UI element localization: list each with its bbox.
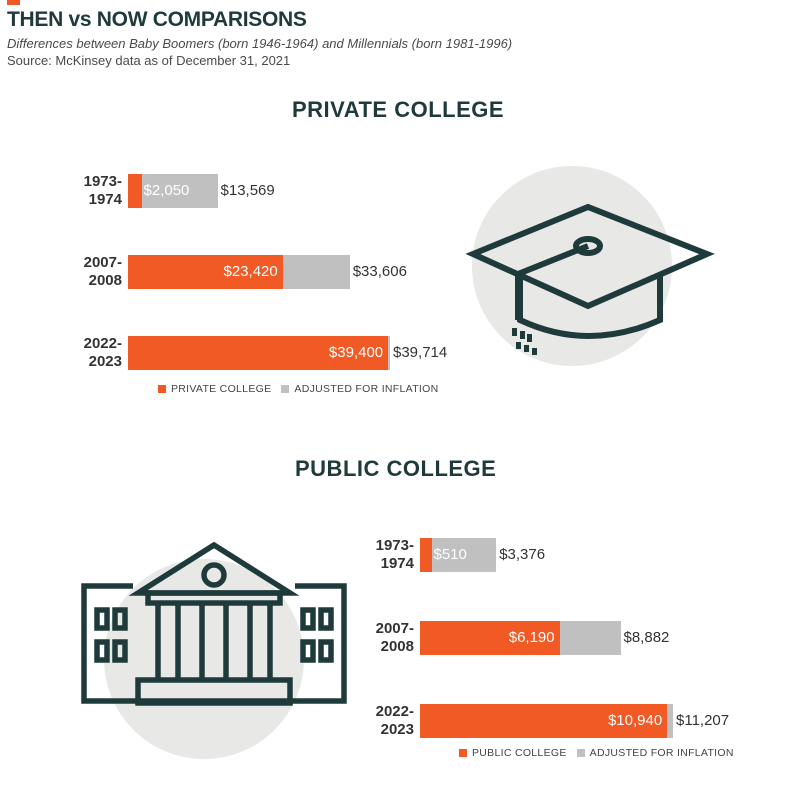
row-label-line: 1973- xyxy=(375,537,414,554)
college-cost-label: $23,420 xyxy=(223,263,278,280)
adjusted-value-label: $11,207 xyxy=(676,712,730,729)
legend-swatch-public xyxy=(459,749,467,757)
public-legend: PUBLIC COLLEGE ADJUSTED FOR INFLATION xyxy=(459,747,744,759)
row-label-line: 2008 xyxy=(380,638,414,655)
row-label-line: 2007- xyxy=(83,254,122,271)
legend-label-adjusted: ADJUSTED FOR INFLATION xyxy=(294,383,439,395)
college-cost-bar xyxy=(128,174,142,208)
row-label: 2022- 2023 xyxy=(354,703,414,739)
college-cost-label: $6,190 xyxy=(508,629,555,646)
private-legend: PRIVATE COLLEGE ADJUSTED FOR INFLATION xyxy=(158,383,448,395)
adjusted-bar xyxy=(420,538,497,572)
row-label: 2007- 2008 xyxy=(62,254,122,290)
public-college-title: PUBLIC COLLEGE xyxy=(295,456,497,481)
legend-item-private: PRIVATE COLLEGE xyxy=(158,383,271,395)
row-label-line: 2007- xyxy=(375,620,414,637)
legend-item-adjusted: ADJUSTED FOR INFLATION xyxy=(576,747,734,759)
college-building-icon xyxy=(81,541,347,706)
legend-label-private: PRIVATE COLLEGE xyxy=(171,383,272,395)
legend-item-adjusted: ADJUSTED FOR INFLATION xyxy=(281,383,438,395)
page-title: THEN vs NOW COMPARISONS xyxy=(7,8,307,31)
adjusted-value-label: $13,569 xyxy=(220,182,275,199)
college-cost-bar xyxy=(128,336,388,370)
college-cost-label: $39,400 xyxy=(328,344,384,361)
adjusted-bar xyxy=(128,174,218,208)
row-label-line: 2023 xyxy=(88,353,122,370)
row-label-line: 1974 xyxy=(380,555,414,572)
row-label-line: 2022- xyxy=(375,703,414,720)
college-cost-label: $510 xyxy=(433,546,467,563)
row-label: 2022- 2023 xyxy=(62,335,122,371)
adjusted-value-label: $8,882 xyxy=(623,629,670,646)
row-label-line: 2022- xyxy=(83,335,122,352)
row-label-line: 2008 xyxy=(88,272,122,289)
adjusted-value-label: $3,376 xyxy=(499,546,546,563)
source-note: Source: McKinsey data as of December 31,… xyxy=(7,53,291,68)
college-cost-bar xyxy=(420,704,667,738)
legend-swatch-adjusted xyxy=(281,385,290,393)
private-college-title: PRIVATE COLLEGE xyxy=(292,97,505,122)
row-label: 1973- 1974 xyxy=(62,173,122,209)
legend-label-public: PUBLIC COLLEGE xyxy=(472,747,567,759)
legend-label-adjusted: ADJUSTED FOR INFLATION xyxy=(589,747,734,759)
row-label: 1973- 1974 xyxy=(354,537,414,573)
college-cost-label: $10,940 xyxy=(607,712,663,729)
legend-swatch-private xyxy=(158,385,166,393)
legend-swatch-adjusted xyxy=(576,749,585,757)
graduation-cap-icon xyxy=(465,203,715,355)
row-label-line: 1974 xyxy=(88,191,122,208)
row-label-line: 1973- xyxy=(83,173,122,190)
row-label: 2007- 2008 xyxy=(354,620,414,656)
college-cost-bar xyxy=(128,255,283,289)
college-cost-label: $2,050 xyxy=(143,182,190,199)
page-subtitle: Differences between Baby Boomers (born 1… xyxy=(7,36,513,51)
row-label-line: 2023 xyxy=(380,721,414,738)
legend-item-public: PUBLIC COLLEGE xyxy=(459,747,567,759)
college-cost-bar xyxy=(420,621,560,655)
header-accent-mark xyxy=(7,0,20,5)
college-cost-bar xyxy=(420,538,432,572)
adjusted-value-label: $33,606 xyxy=(352,263,407,280)
adjusted-value-label: $39,714 xyxy=(393,344,448,361)
